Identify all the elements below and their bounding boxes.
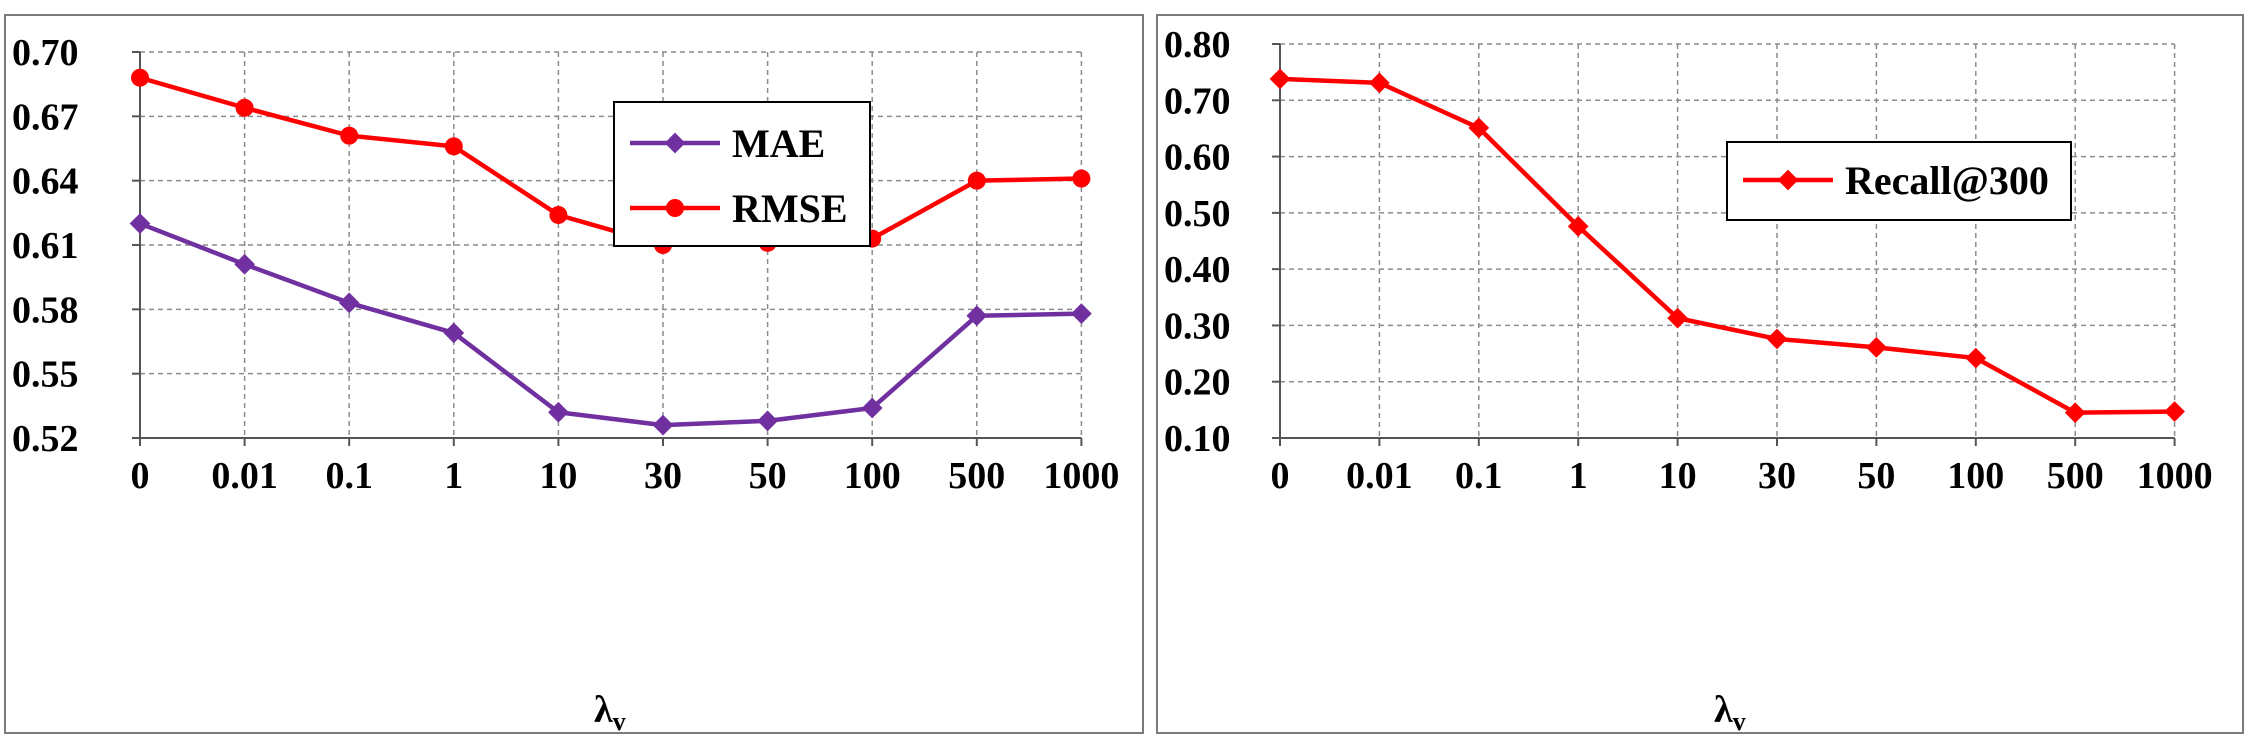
y-tick-label: 0.80 [1164, 24, 1231, 66]
data-point [444, 137, 463, 156]
legend-label: MAE [732, 121, 825, 166]
data-point [234, 253, 255, 275]
x-tick-label: 0.01 [211, 455, 278, 497]
x-tick-label: 500 [2047, 455, 2104, 497]
y-tick-label: 0.20 [1164, 362, 1231, 404]
x-tick-label: 0 [1271, 455, 1290, 497]
chart-panel-right: 0.80 0.70 0.60 0.50 0.40 0.30 0.20 0.10 0 0.01 0.1… [1156, 14, 2244, 734]
legend-marker [664, 132, 686, 154]
x-axis-label-subscript: v [613, 707, 626, 732]
data-point [1766, 328, 1788, 350]
data-point [861, 397, 883, 419]
y-tick-label: 0.30 [1164, 305, 1231, 347]
data-point [652, 414, 674, 436]
legend-label: RMSE [732, 186, 848, 231]
data-point [1866, 337, 1887, 358]
x-tick-label: 10 [539, 455, 577, 497]
data-point [129, 213, 151, 234]
data-point [1071, 303, 1092, 324]
data-point [338, 292, 360, 314]
x-tick-label: 0.01 [1346, 455, 1413, 497]
series-recall-300 [1269, 68, 2185, 424]
data-point [548, 401, 569, 423]
data-point [1269, 68, 1291, 90]
x-tick-label: 50 [749, 455, 787, 497]
legend-box [613, 101, 871, 247]
y-tick-label: 0.52 [12, 418, 79, 460]
data-point [2164, 401, 2185, 422]
y-tick-label: 0.70 [1164, 80, 1231, 122]
data-point [131, 68, 149, 87]
y-tick-label: 0.40 [1164, 249, 1231, 291]
x-tick-label: 30 [1758, 455, 1796, 497]
x-tick-label: 0.1 [1455, 455, 1503, 497]
chart-right-svg: 0.80 0.70 0.60 0.50 0.40 0.30 0.20 0.10 0 0.01 0.1… [1164, 24, 2213, 732]
data-point [757, 410, 778, 432]
x-axis-label-subscript: v [1733, 707, 1746, 732]
data-point [1468, 117, 1490, 139]
data-point [966, 305, 988, 327]
x-tick-label: 10 [1659, 455, 1697, 497]
x-axis-label: λv [1714, 689, 1746, 732]
x-tick-label: 0.1 [325, 455, 373, 497]
chart-left-svg: 0.70 0.67 0.64 0.61 0.58 0.55 0.52 0 0.01 0.1 1 10 3… [12, 32, 1119, 732]
y-tick-label: 0.55 [12, 354, 79, 396]
data-point [1072, 169, 1091, 188]
gridlines [1280, 43, 2176, 439]
y-tick-label: 0.50 [1164, 193, 1231, 235]
series-mae [129, 213, 1092, 436]
data-point [1567, 216, 1589, 237]
data-point [443, 322, 465, 344]
x-tick-label: 500 [948, 455, 1005, 497]
data-point [235, 98, 254, 117]
x-tick-label: 1 [444, 455, 463, 497]
x-tick-label: 30 [644, 455, 682, 497]
legend-marker [666, 199, 684, 217]
y-tick-label: 0.61 [12, 225, 79, 267]
x-tick-label: 100 [844, 455, 901, 497]
y-tick-label: 0.64 [12, 161, 79, 203]
x-tick-label: 100 [1947, 455, 2004, 497]
data-point [2064, 402, 2086, 424]
x-tick-label: 0 [131, 455, 150, 497]
legend: Recall@300 [1726, 141, 2072, 221]
series-line [139, 221, 1082, 428]
gridlines [140, 51, 1083, 439]
data-point [967, 171, 986, 190]
x-tick-label: 1 [1569, 455, 1588, 497]
x-tick-label: 1000 [1043, 455, 1119, 497]
chart-panel-left: 0.70 0.67 0.64 0.61 0.58 0.55 0.52 0 0.01 0.1 1 10 3… [4, 14, 1144, 734]
series-line [1279, 76, 2175, 415]
y-tick-label: 0.67 [12, 96, 79, 138]
x-tick-label: 1000 [2137, 455, 2213, 497]
legend: MAE RMSE [613, 101, 871, 247]
x-tick-label: 50 [1857, 455, 1895, 497]
series-line [139, 75, 1082, 248]
series-rmse [131, 68, 1091, 254]
y-tick-label: 0.58 [12, 289, 79, 331]
y-tick-label: 0.10 [1164, 418, 1231, 460]
data-point [340, 126, 359, 145]
legend-label: Recall@300 [1845, 158, 2049, 203]
y-tick-label: 0.60 [1164, 137, 1231, 179]
y-tick-label: 0.70 [12, 32, 79, 74]
x-axis-label: λv [594, 689, 626, 732]
data-point [1667, 307, 1688, 329]
data-point [1369, 72, 1390, 94]
data-point [549, 205, 568, 224]
data-point [1965, 347, 1987, 369]
